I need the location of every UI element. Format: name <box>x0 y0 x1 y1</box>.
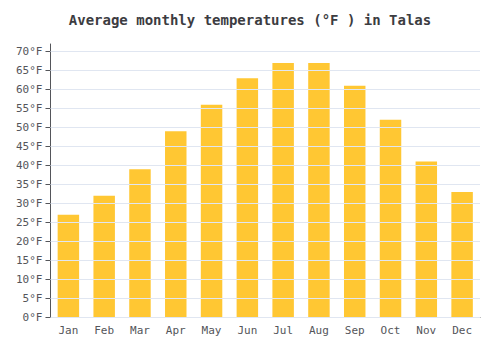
svg-text:55°F: 55°F <box>16 102 43 115</box>
svg-text:Jun: Jun <box>237 324 257 337</box>
svg-text:60°F: 60°F <box>16 83 43 96</box>
svg-text:Jul: Jul <box>273 324 293 337</box>
svg-text:20°F: 20°F <box>16 235 43 248</box>
svg-text:Jan: Jan <box>58 324 78 337</box>
svg-text:50°F: 50°F <box>16 121 43 134</box>
svg-text:30°F: 30°F <box>16 197 43 210</box>
svg-text:10°F: 10°F <box>16 273 43 286</box>
svg-text:Oct: Oct <box>381 324 401 337</box>
svg-text:Nov: Nov <box>416 324 436 337</box>
svg-text:May: May <box>202 324 222 337</box>
svg-text:Mar: Mar <box>130 324 150 337</box>
svg-text:Average monthly temperatures (: Average monthly temperatures (°F ) in Ta… <box>69 12 431 28</box>
svg-text:65°F: 65°F <box>16 64 43 77</box>
svg-text:35°F: 35°F <box>16 178 43 191</box>
svg-text:Aug: Aug <box>309 324 329 337</box>
svg-text:15°F: 15°F <box>16 254 43 267</box>
svg-text:Feb: Feb <box>94 324 114 337</box>
svg-text:Sep: Sep <box>345 324 365 337</box>
svg-text:45°F: 45°F <box>16 140 43 153</box>
svg-text:25°F: 25°F <box>16 216 43 229</box>
svg-text:Apr: Apr <box>166 324 186 337</box>
svg-text:5°F: 5°F <box>23 292 43 305</box>
svg-text:0°F: 0°F <box>23 311 43 324</box>
svg-text:Dec: Dec <box>452 324 472 337</box>
svg-text:40°F: 40°F <box>16 159 43 172</box>
svg-text:70°F: 70°F <box>16 45 43 58</box>
